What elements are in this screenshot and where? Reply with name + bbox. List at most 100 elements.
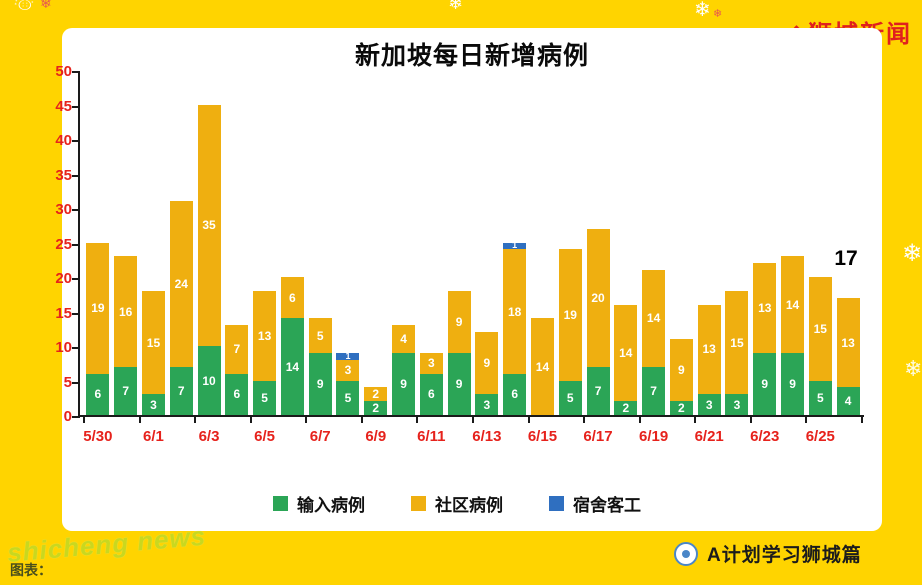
bar-segment-imported: 6 xyxy=(503,373,527,415)
bar-segment-community: 19 xyxy=(86,242,110,374)
bar-segment-community: 16 xyxy=(114,256,138,367)
x-axis-label: 6/11 xyxy=(417,428,446,445)
x-axis-tick xyxy=(360,417,363,423)
bar-segment-community: 9 xyxy=(447,290,471,353)
imported-swatch-icon xyxy=(273,496,288,511)
bar-segment-community: 3 xyxy=(336,359,360,381)
bar-segment-imported: 7 xyxy=(114,366,138,415)
legend-label-dormitory: 宿舍客工 xyxy=(573,496,641,515)
bar-segment-community: 14 xyxy=(642,270,666,367)
bar-segment-community: 14 xyxy=(781,256,805,353)
bar-segment-community: 24 xyxy=(169,201,193,367)
legend-item-community: 社区病例 xyxy=(411,491,503,516)
plot-area: 0 5 10 15 20 25 30 35 40 45 50 6 19 5/30 7 16 3 15 6/1 7 24 1… xyxy=(55,63,864,445)
y-axis-label: 10 xyxy=(55,339,72,356)
bar-segment-imported: 3 xyxy=(697,394,721,415)
y-axis-label: 40 xyxy=(55,132,72,149)
bar-segment-imported: 5 xyxy=(336,380,360,415)
x-axis-label: 6/13 xyxy=(472,428,502,445)
bar-segment-imported: 6 xyxy=(419,373,443,415)
y-axis-label: 20 xyxy=(55,270,72,287)
bar-segment-community: 9 xyxy=(669,339,693,402)
bar-segment-imported: 3 xyxy=(725,394,749,415)
x-axis-tick xyxy=(583,417,586,423)
x-axis-tick xyxy=(805,417,808,423)
x-axis-tick xyxy=(527,417,530,423)
bar-segment-imported: 6 xyxy=(225,373,249,415)
bar-segment-community: 6 xyxy=(280,277,304,319)
latest-total-annotation: 17 xyxy=(834,247,858,270)
y-axis-tick xyxy=(72,278,80,280)
bar-segment-imported: 2 xyxy=(614,401,638,415)
x-axis-label: 5/30 xyxy=(83,428,113,445)
bar-segment-imported: 10 xyxy=(197,346,221,415)
bar-segment-community: 20 xyxy=(586,228,610,367)
x-axis-label: 6/15 xyxy=(527,428,558,445)
x-axis-tick xyxy=(138,417,141,423)
dormitory-swatch-icon xyxy=(549,496,564,511)
bar-segment-community: 13 xyxy=(697,304,721,395)
y-axis-tick xyxy=(72,312,80,315)
snowman-icon: ☃ xyxy=(12,0,36,16)
bar-segment-imported: 5 xyxy=(558,380,582,415)
x-axis-label: 6/3 xyxy=(198,428,220,445)
x-axis-tick xyxy=(249,417,252,423)
bar-segment-imported: 5 xyxy=(253,380,277,415)
y-axis-tick xyxy=(72,381,80,384)
bar-segment-imported: 9 xyxy=(308,352,332,415)
y-axis-label: 15 xyxy=(55,304,72,322)
y-axis-label: 25 xyxy=(55,235,72,253)
bar-segment-dormitory: 1 xyxy=(336,352,360,360)
x-axis-label: 6/7 xyxy=(309,428,331,445)
x-axis-label: 6/19 xyxy=(638,428,669,445)
community-swatch-icon xyxy=(411,496,426,511)
bar-segment-community: 13 xyxy=(253,290,277,381)
bar-segment-imported: 3 xyxy=(141,394,165,415)
y-axis-tick xyxy=(72,209,80,211)
legend-label-community: 社区病例 xyxy=(435,496,503,515)
bar-segment-community: 4 xyxy=(392,325,416,353)
y-axis-label: 30 xyxy=(55,201,72,218)
bar-segment-community: 19 xyxy=(558,249,582,381)
y-axis-tick xyxy=(72,140,80,142)
legend-item-dormitory: 宿舍客工 xyxy=(549,491,641,516)
x-axis-label: 6/9 xyxy=(365,428,387,445)
bar-segment-imported: 2 xyxy=(669,401,693,415)
x-axis-tick xyxy=(638,417,641,423)
x-axis-tick xyxy=(472,417,474,423)
snowflake-icon: ❄ xyxy=(40,0,52,11)
x-axis-label: 6/21 xyxy=(694,428,724,445)
x-axis-tick xyxy=(416,417,419,423)
bar-segment-imported: 9 xyxy=(447,352,471,415)
x-axis-label: 6/17 xyxy=(583,428,613,445)
bar-segment-imported: 4 xyxy=(836,387,860,415)
bar-segment-community: 13 xyxy=(753,263,777,353)
bar-segment-imported: 7 xyxy=(586,366,610,415)
bar-segment-imported: 7 xyxy=(169,366,193,415)
source-caption: 图表： xyxy=(10,562,52,578)
x-axis-tick xyxy=(861,417,863,423)
bar-segment-community: 14 xyxy=(530,318,554,415)
x-axis-tick xyxy=(749,417,752,423)
bar-segment-imported: 9 xyxy=(781,352,805,415)
y-axis-label: 0 xyxy=(63,408,72,425)
y-axis-tick xyxy=(72,243,80,246)
bar-segment-imported: 5 xyxy=(808,380,832,415)
bar-segment-imported: 3 xyxy=(475,394,499,415)
snowflake-icon: ❄ xyxy=(902,240,922,267)
snowflake-icon: ❄ xyxy=(448,0,464,13)
y-axis-tick xyxy=(72,105,80,108)
chart-panel: 新加坡每日新增病例 0 5 10 15 20 25 30 35 40 45 50 6 19 5/30 7 16… xyxy=(55,28,882,531)
account-avatar-icon xyxy=(674,541,698,566)
x-axis-label: 6/25 xyxy=(805,428,835,445)
x-axis-label: 6/1 xyxy=(143,428,164,445)
snowflake-icon: ❄ xyxy=(713,8,723,20)
x-axis-label: 6/23 xyxy=(750,428,780,445)
bar-segment-dormitory: 1 xyxy=(503,242,527,250)
bar-segment-imported: 9 xyxy=(753,352,777,415)
bar-segment-community: 5 xyxy=(308,318,332,353)
bar-segment-community: 7 xyxy=(225,325,249,374)
bar-segment-community: 18 xyxy=(503,249,527,374)
y-axis-label: 50 xyxy=(55,63,72,80)
